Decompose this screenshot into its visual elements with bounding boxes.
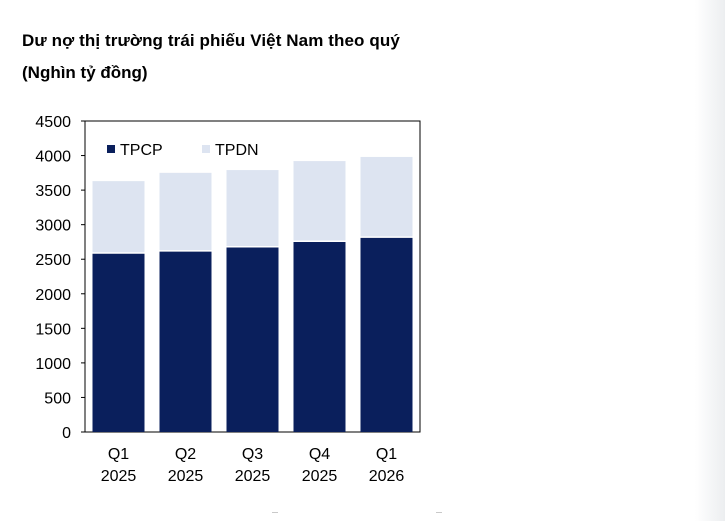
legend-label-tpcp: TPCP xyxy=(120,142,163,159)
x-tick-label: 2025 xyxy=(235,468,271,485)
y-tick-label: 3500 xyxy=(35,183,71,200)
legend-swatch-tpdn xyxy=(202,145,210,153)
x-tick-label: 2025 xyxy=(101,468,137,485)
legend: TPCP TPDN xyxy=(107,142,259,159)
bar-tpdn-2 xyxy=(226,170,279,247)
chart-title: Dư nợ thị trường trái phiếu Việt Nam the… xyxy=(22,31,400,50)
y-tick-label: 2500 xyxy=(35,252,71,269)
bar-tpdn-1 xyxy=(159,172,212,251)
x-axis: Q1 2025 Q2 2025 Q3 2025 Q4 2025 Q1 2026 xyxy=(101,446,405,485)
y-tick-label: 1000 xyxy=(35,356,71,373)
bar-tpdn-0 xyxy=(92,181,145,254)
bar-tpcp-4 xyxy=(360,237,413,432)
y-tick-label: 4000 xyxy=(35,149,71,166)
bar-tpcp-3 xyxy=(293,241,346,432)
y-tick-label: 3000 xyxy=(35,218,71,235)
y-tick-label: 1500 xyxy=(35,321,71,338)
y-tick-label: 4500 xyxy=(35,114,71,131)
footer-mark-right xyxy=(436,512,442,513)
x-tick-label: Q2 xyxy=(175,446,196,463)
bar-tpdn-3 xyxy=(293,161,346,242)
x-tick-label: Q1 xyxy=(108,446,129,463)
x-tick-label: Q1 xyxy=(376,446,397,463)
y-tick-label: 0 xyxy=(62,425,71,442)
bar-tpcp-0 xyxy=(92,253,145,432)
footer-mark-left xyxy=(272,512,278,513)
chart-subtitle: (Nghìn tỷ đồng) xyxy=(22,63,148,82)
bar-tpcp-1 xyxy=(159,250,212,432)
bars-group xyxy=(92,156,413,432)
x-tick-label: 2025 xyxy=(302,468,338,485)
y-axis: 0 500 1000 1500 2000 2500 3000 3500 4000 4500 xyxy=(35,114,85,442)
y-tick-label: 500 xyxy=(44,390,71,407)
x-tick-label: Q3 xyxy=(242,446,263,463)
x-tick-label: 2026 xyxy=(369,468,405,485)
bar-tpdn-4 xyxy=(360,156,413,238)
x-tick-label: 2025 xyxy=(168,468,204,485)
legend-swatch-tpcp xyxy=(107,145,115,153)
y-tick-label: 2000 xyxy=(35,287,71,304)
legend-label-tpdn: TPDN xyxy=(215,142,259,159)
page-edge-shade xyxy=(695,0,725,521)
bar-tpcp-2 xyxy=(226,246,279,432)
x-tick-label: Q4 xyxy=(309,446,330,463)
